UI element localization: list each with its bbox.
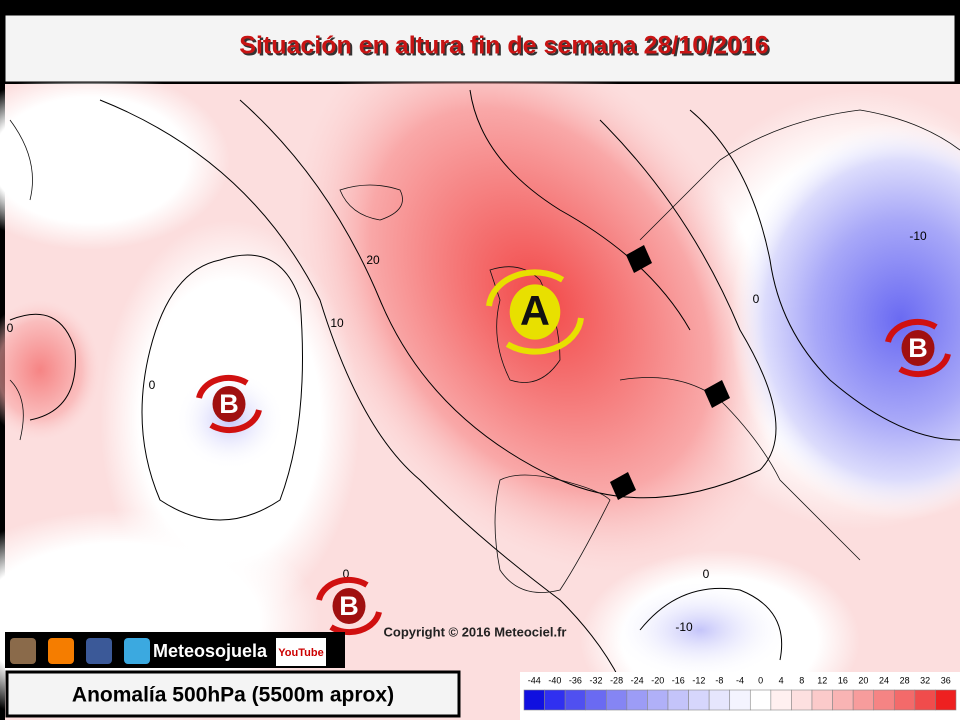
legend-tick: -40 <box>548 675 561 685</box>
legend-box <box>893 689 916 711</box>
legend-tick: -44 <box>528 675 541 685</box>
contours <box>9 89 960 681</box>
low-arrow <box>329 611 382 635</box>
legend-box <box>708 689 731 711</box>
high-badge <box>509 284 561 340</box>
low-label: B <box>219 389 239 419</box>
legend-tick: 36 <box>941 675 951 685</box>
contour-label: 10 <box>330 316 344 330</box>
legend-tick: -24 <box>631 675 644 685</box>
legend-box <box>585 689 607 711</box>
legend-tick: -12 <box>692 675 705 685</box>
contour-label: -10 <box>909 229 927 243</box>
legend-box <box>688 689 710 711</box>
legend-box <box>729 689 751 711</box>
high-arrow <box>486 269 565 307</box>
legend-tick: -36 <box>569 675 582 685</box>
contour-label: 0 <box>703 567 710 581</box>
legend-box <box>832 689 854 711</box>
legend-tick: 32 <box>920 675 930 685</box>
facebook-icon[interactable] <box>86 638 112 664</box>
markers: A B B B <box>196 245 951 635</box>
contour-label: 0 <box>149 378 156 392</box>
legend-box <box>935 689 957 711</box>
youtube-icon[interactable] <box>276 638 326 666</box>
legend-tick: -8 <box>715 675 723 685</box>
legend-tick: -32 <box>589 675 602 685</box>
social-bar: Meteosojuela YouTube <box>5 632 345 668</box>
contour-label: 0 <box>343 567 350 581</box>
title-shadow: Situación en altura fin de semana 28/10/… <box>241 34 770 62</box>
caption-box <box>5 670 461 718</box>
legend-box <box>749 689 772 711</box>
title-bar: Situación en altura fin de semana 28/10/… <box>4 14 956 83</box>
legend-box <box>667 689 689 711</box>
instagram-icon[interactable] <box>10 638 36 664</box>
contour-label: 0 <box>753 292 760 306</box>
legend: -44 -40 -36 -32 -28 -24 -20 -16 -12 -8 -4 0 4 8 12 16 20… <box>523 675 957 711</box>
legend-tick: 28 <box>900 675 910 685</box>
contour-label: -10 <box>675 620 693 634</box>
legend-box <box>811 689 833 711</box>
legend-tick: 16 <box>838 675 848 685</box>
legend-box <box>770 689 792 711</box>
legend-box <box>914 689 936 711</box>
legend-tick: -4 <box>736 675 744 685</box>
legend-tick: 0 <box>758 675 763 685</box>
title-box <box>4 14 956 83</box>
legend-tick: -28 <box>610 675 623 685</box>
legend-tick: 24 <box>879 675 889 685</box>
low-label: B <box>339 591 359 621</box>
legend-tick: 4 <box>779 675 784 685</box>
front-arrow <box>610 472 636 500</box>
contour-label: 0 <box>7 321 14 335</box>
low-label: B <box>908 333 928 363</box>
copyright: Copyright © 2016 Meteociel.fr <box>384 624 567 639</box>
social-name: Meteosojuela <box>153 641 268 661</box>
low-arrow <box>316 577 369 601</box>
low-badge <box>212 386 246 422</box>
high-arrow <box>505 317 584 355</box>
legend-box <box>626 689 648 711</box>
blogger-icon[interactable] <box>48 638 74 664</box>
legend-box <box>564 689 587 711</box>
legend-tick: -20 <box>651 675 664 685</box>
legend-tick: -16 <box>672 675 685 685</box>
contour-label: 20 <box>366 253 380 267</box>
legend-box <box>791 689 813 711</box>
front-arrow <box>626 245 652 273</box>
high-label: A <box>520 288 550 334</box>
caption: Anomalía 500hPa (5500m aprox) <box>72 684 394 707</box>
youtube-text[interactable]: YouTube <box>278 647 323 659</box>
legend-tick: 12 <box>817 675 827 685</box>
contour-labels: 20 10 0 0 -10 0 -10 0 0 <box>7 229 927 634</box>
legend-box <box>873 689 895 711</box>
legend-box <box>605 689 628 711</box>
low-arrow <box>196 375 249 399</box>
low-arrow <box>209 409 262 433</box>
legend-tick: 8 <box>799 675 804 685</box>
legend-box <box>647 689 669 711</box>
front-arrow <box>704 380 730 408</box>
low-badge <box>901 330 935 366</box>
title: Situación en altura fin de semana 28/10/… <box>239 32 768 60</box>
low-badge <box>332 588 366 624</box>
legend-box <box>852 689 875 711</box>
legend-box <box>544 689 566 711</box>
low-arrow <box>885 319 938 343</box>
legend-box <box>523 689 545 711</box>
low-arrow <box>898 353 951 377</box>
twitter-icon[interactable] <box>124 638 150 664</box>
legend-tick: 20 <box>858 675 868 685</box>
